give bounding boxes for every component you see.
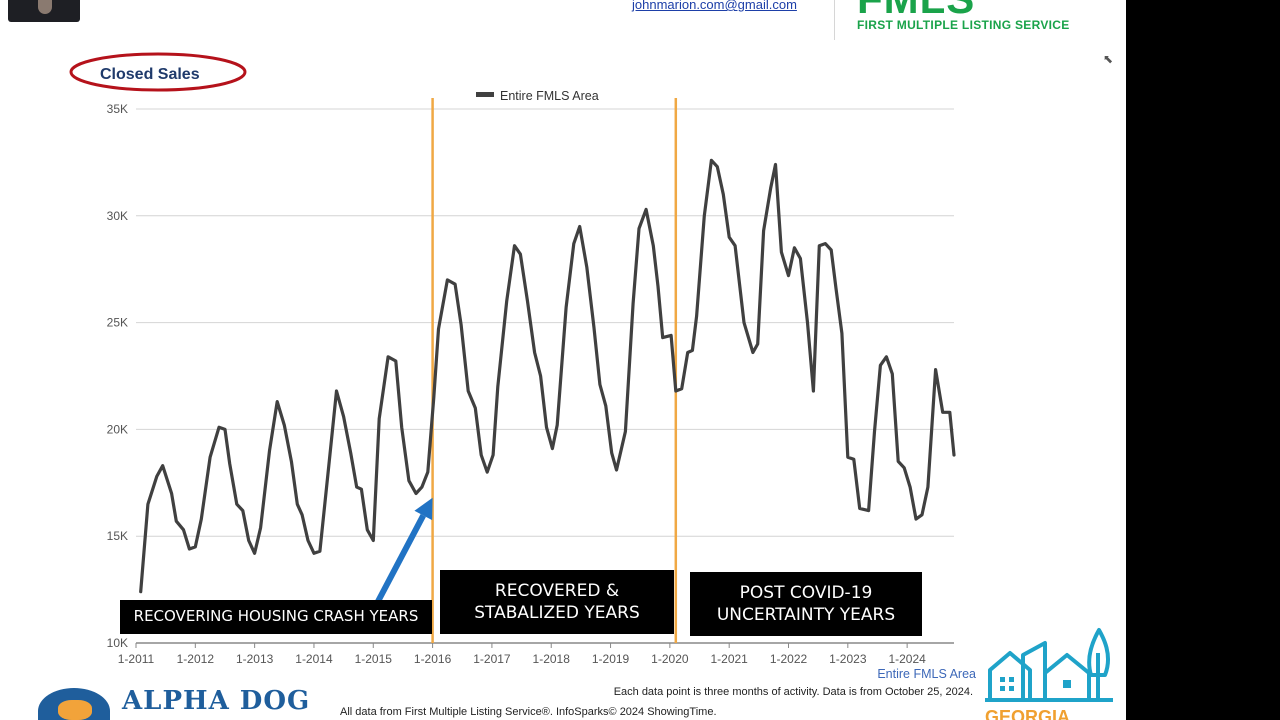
data-period-note: Each data point is three months of activ… xyxy=(613,686,973,698)
dog-icon xyxy=(38,688,110,720)
y-tick-label: 15K xyxy=(107,529,128,543)
data-source-note: All data from First Multiple Listing Ser… xyxy=(340,706,717,718)
x-tick-label: 1-2011 xyxy=(118,652,155,666)
header-divider xyxy=(834,0,835,40)
presenter-email-link[interactable]: johnmarion.com@gmail.com xyxy=(632,0,797,12)
fmls-logo: FMLS xyxy=(857,0,975,20)
y-tick-label: 30K xyxy=(107,209,128,223)
x-tick-label: 1-2017 xyxy=(473,652,511,666)
window-squares xyxy=(1000,677,1071,691)
x-tick-label: 1-2012 xyxy=(177,652,215,666)
era-markers xyxy=(431,98,678,643)
x-tick-label: 1-2023 xyxy=(829,652,867,666)
houses-icon xyxy=(985,628,1113,702)
x-tick-label: 1-2015 xyxy=(355,652,393,666)
legend-swatch xyxy=(476,92,494,97)
annotation-recovered-years: RECOVERED & STABALIZED YEARS xyxy=(440,570,674,634)
x-tick-label: 1-2013 xyxy=(236,652,274,666)
x-tick-label: 1-2014 xyxy=(295,652,333,666)
title-highlight-ellipse xyxy=(69,52,247,92)
mouse-cursor-icon: ⬉ xyxy=(1103,52,1114,66)
y-tick-labels: 10K 15K 20K 25K 30K 35K xyxy=(107,102,128,650)
annotation-recovering-years: RECOVERING HOUSING CRASH YEARS xyxy=(120,600,432,634)
presenter-avatar xyxy=(8,0,80,22)
series-line-entire-fmls-area xyxy=(139,158,956,594)
arrow-head xyxy=(414,497,433,521)
georgia-text: GEORGIA xyxy=(985,707,1070,720)
grid-lines xyxy=(136,108,954,644)
y-tick-label: 10K xyxy=(107,636,128,650)
x-tick-labels: 1-2011 1-2012 1-2013 1-2014 1-2015 1-2016 1-20… xyxy=(118,643,926,666)
legend-label: Entire FMLS Area xyxy=(500,89,599,103)
x-tick-label: 1-2019 xyxy=(592,652,630,666)
y-tick-label: 35K xyxy=(107,102,128,116)
x-tick-label: 1-2018 xyxy=(533,652,571,666)
x-tick-label: 1-2021 xyxy=(710,652,748,666)
x-tick-label: 1-2016 xyxy=(414,652,452,666)
bottom-series-label: Entire FMLS Area xyxy=(877,667,976,681)
y-tick-label: 20K xyxy=(107,422,128,436)
fmls-logo-tagline: FIRST MULTIPLE LISTING SERVICE xyxy=(857,18,1070,32)
annotation-post-covid-years: POST COVID-19 UNCERTAINTY YEARS xyxy=(690,572,922,636)
georgia-houses-logo: GEORGIA xyxy=(985,628,1113,720)
alpha-dog-logo: ALPHA DOG xyxy=(38,684,338,720)
x-tick-label: 1-2022 xyxy=(770,652,808,666)
presentation-slide: johnmarion.com@gmail.com FMLS FIRST MULT… xyxy=(0,0,1126,720)
chart-title: Closed Sales xyxy=(100,66,200,83)
x-tick-label: 1-2020 xyxy=(651,652,689,666)
x-tick-label: 1-2024 xyxy=(888,652,926,666)
y-tick-label: 25K xyxy=(107,316,128,330)
